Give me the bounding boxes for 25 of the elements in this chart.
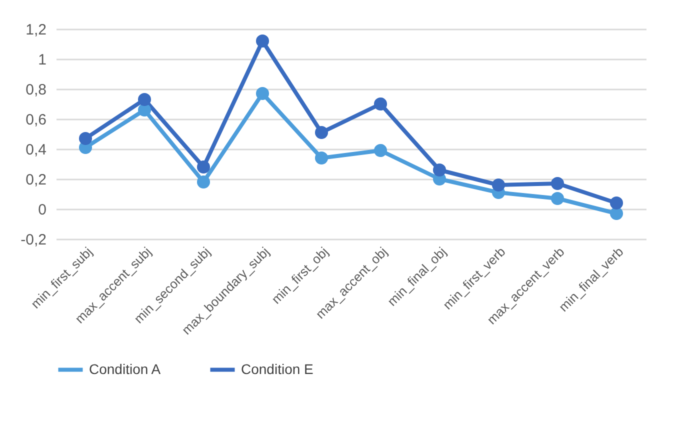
y-tick-label: 0,8 — [26, 82, 46, 98]
point — [196, 160, 210, 174]
y-tick-label: 1,2 — [26, 22, 46, 38]
point — [196, 175, 210, 189]
point — [492, 178, 506, 192]
point — [138, 92, 152, 106]
y-tick-label: 0,4 — [26, 142, 46, 158]
y-tick-label: 0,2 — [26, 172, 46, 188]
point — [314, 126, 328, 140]
point — [374, 144, 388, 158]
point — [78, 132, 92, 146]
point — [256, 34, 270, 48]
legend-label: Condition A — [89, 360, 162, 377]
y-tick-label: 1 — [38, 52, 46, 68]
point — [550, 192, 564, 206]
point — [314, 151, 328, 165]
point — [432, 163, 446, 177]
y-tick-label: 0 — [38, 202, 46, 218]
legend-label: Condition E — [241, 360, 314, 377]
point — [374, 97, 388, 111]
y-tick-label: 0,6 — [26, 112, 46, 128]
point — [550, 176, 564, 190]
point — [610, 196, 624, 210]
y-tick-label: -0,2 — [20, 232, 46, 248]
point — [256, 86, 270, 100]
